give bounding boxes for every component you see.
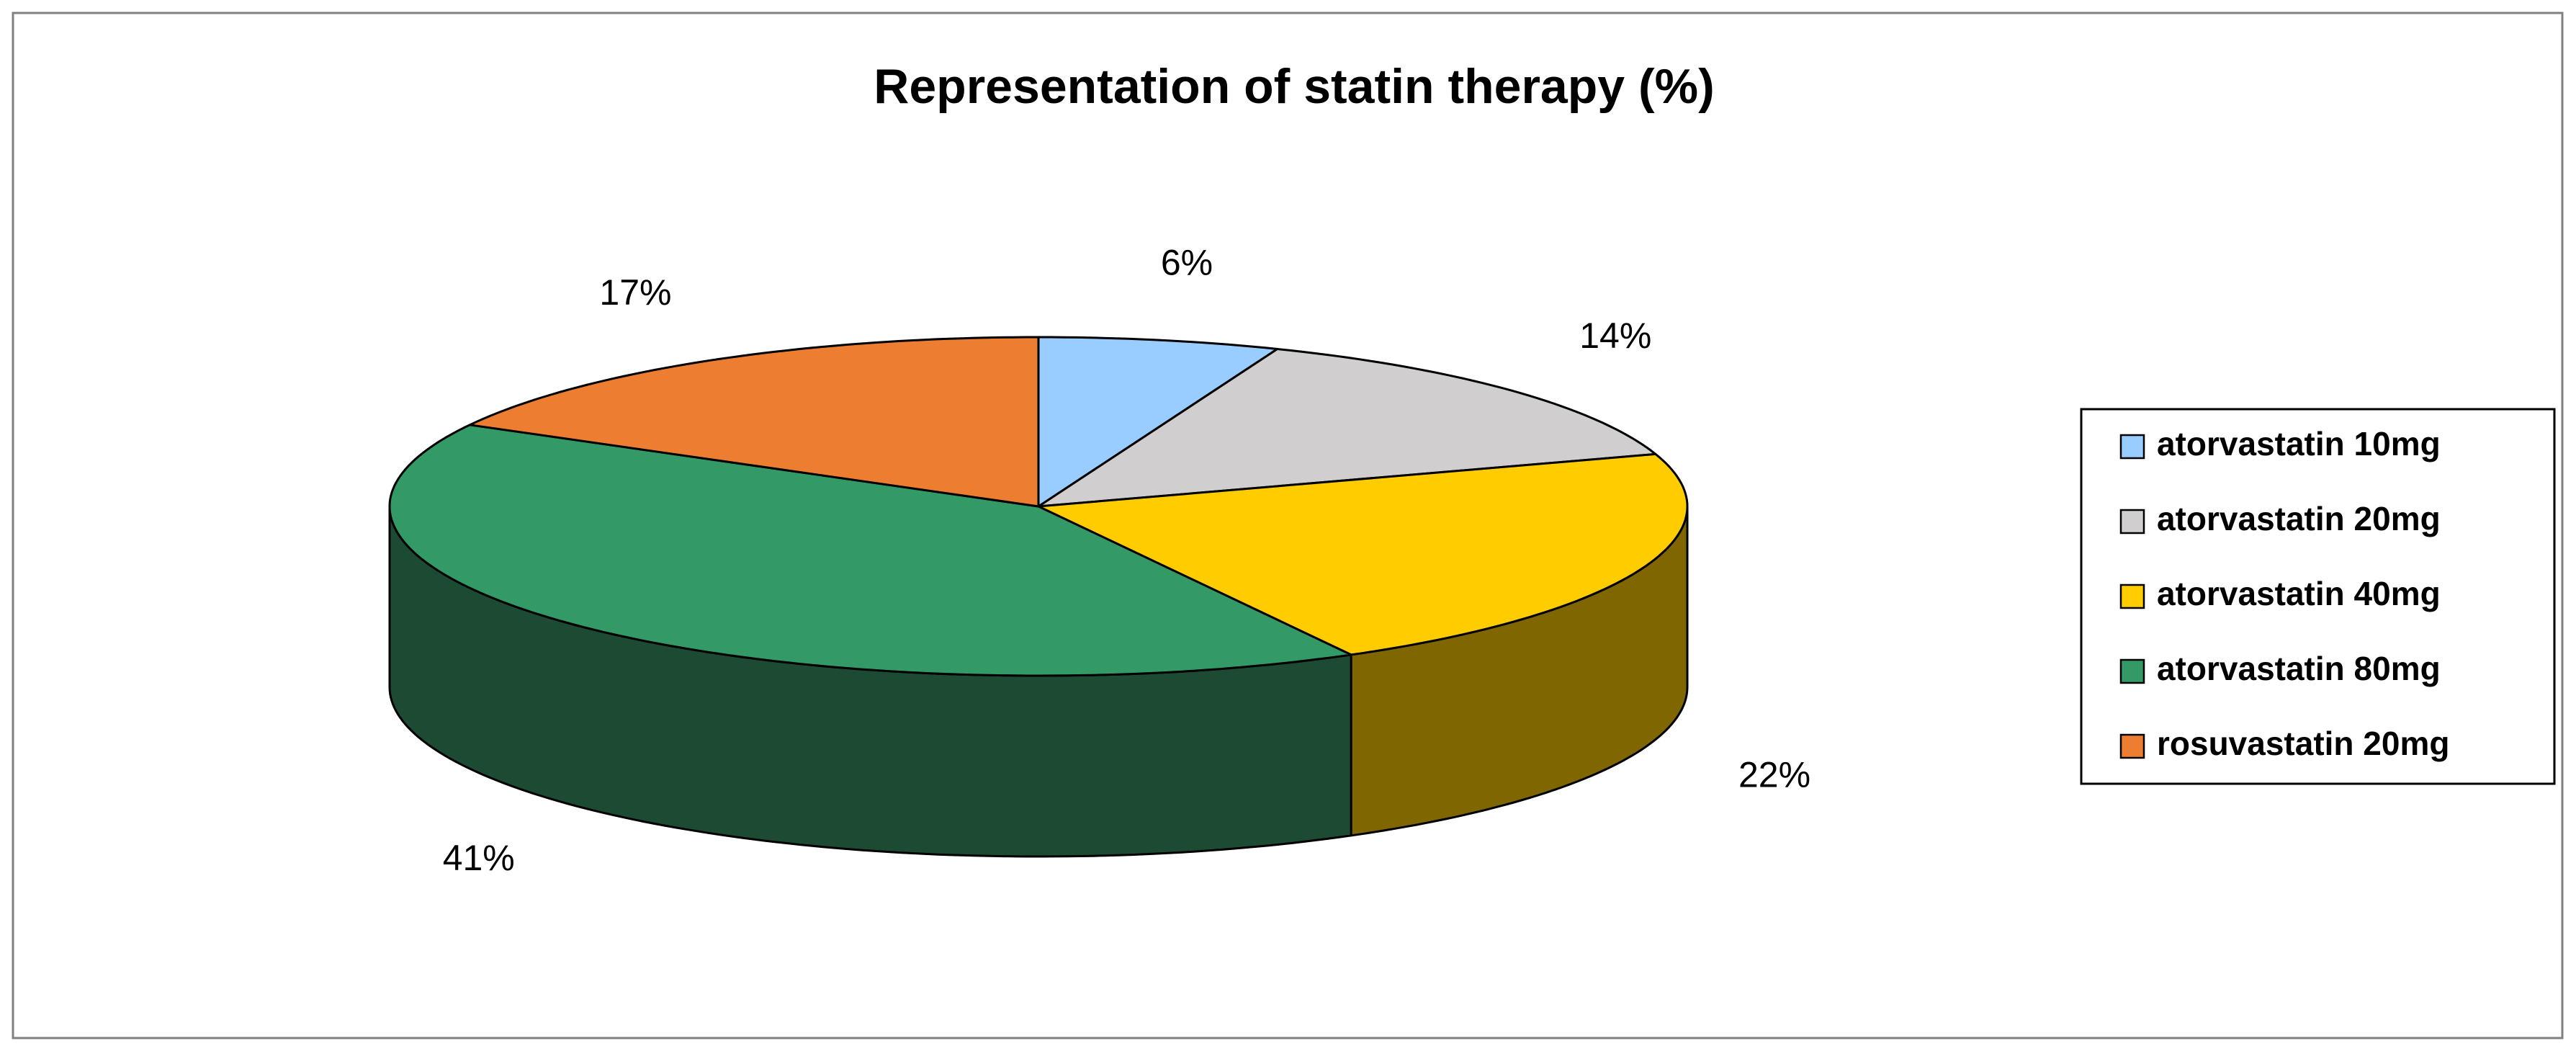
data-label: 22%: [1738, 755, 1810, 795]
data-label: 14%: [1579, 316, 1651, 356]
legend-label: atorvastatin 20mg: [2157, 500, 2441, 537]
legend-swatch: [2119, 733, 2145, 759]
legend-box: [2080, 408, 2556, 785]
legend-swatch: [2119, 509, 2145, 535]
data-label: 6%: [1161, 242, 1213, 282]
data-label: 17%: [599, 272, 671, 313]
pie-slice: [468, 336, 1040, 508]
chart-title: Representation of statin therapy (%): [874, 59, 1715, 114]
data-label: 41%: [443, 838, 515, 878]
legend-swatch: [2119, 658, 2145, 684]
legend-swatch: [2119, 583, 2145, 609]
legend-label: atorvastatin 40mg: [2157, 575, 2441, 612]
legend-swatch: [2119, 434, 2145, 460]
pie-slice: [1037, 452, 1689, 656]
legend-label: atorvastatin 80mg: [2157, 650, 2441, 687]
pie-slice: [388, 424, 1352, 677]
legend-label: rosuvastatin 20mg: [2157, 725, 2449, 762]
pie-slice: [1037, 336, 1279, 508]
legend-label: atorvastatin 10mg: [2157, 425, 2441, 462]
